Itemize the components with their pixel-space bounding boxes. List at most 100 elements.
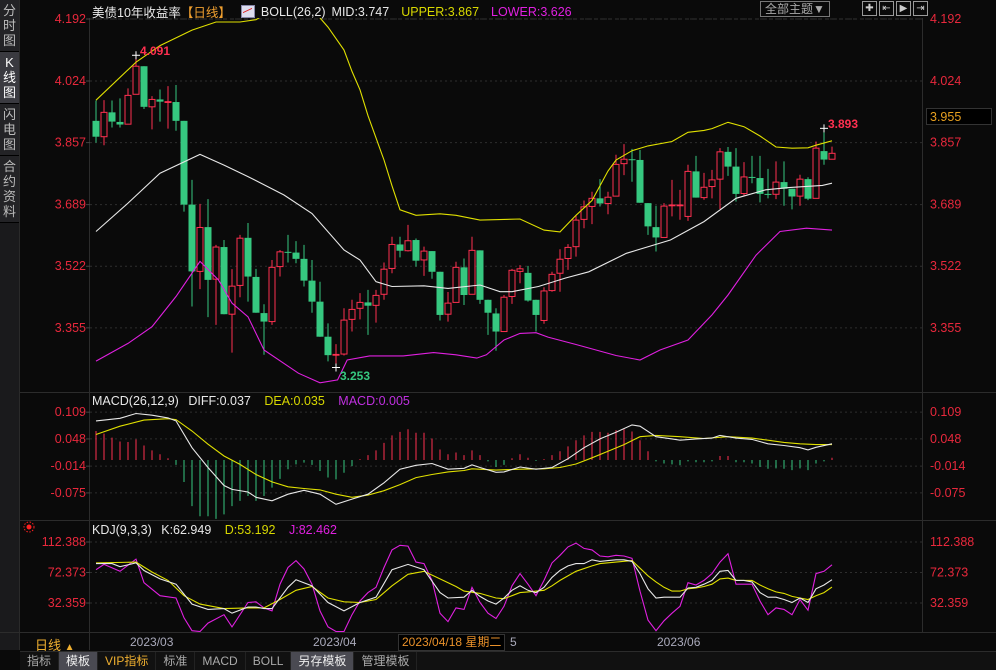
candle[interactable] bbox=[476, 250, 484, 304]
candle[interactable] bbox=[452, 261, 460, 303]
candle[interactable] bbox=[556, 249, 564, 292]
crosshair-icon[interactable]: ✚ bbox=[862, 1, 877, 16]
candle[interactable] bbox=[108, 100, 116, 128]
candle[interactable] bbox=[172, 85, 180, 131]
candle[interactable] bbox=[300, 244, 308, 287]
tab-boll[interactable]: BOLL bbox=[246, 652, 292, 670]
candle[interactable] bbox=[444, 292, 452, 322]
candle[interactable] bbox=[748, 155, 756, 184]
period-selector[interactable]: 日线 ▲ bbox=[35, 635, 75, 654]
candle[interactable] bbox=[820, 129, 828, 165]
candle[interactable] bbox=[100, 100, 108, 146]
candle[interactable] bbox=[420, 246, 428, 276]
candle[interactable] bbox=[788, 188, 796, 210]
theme-dropdown-button[interactable]: 全部主题▼ bbox=[760, 1, 830, 17]
candle[interactable] bbox=[620, 144, 628, 176]
candle[interactable] bbox=[324, 323, 332, 362]
candle[interactable] bbox=[804, 177, 812, 201]
candle[interactable] bbox=[796, 174, 804, 206]
tab-standard[interactable]: 标准 bbox=[156, 652, 196, 670]
candle[interactable] bbox=[156, 89, 164, 122]
tab-vip-indicators[interactable]: VIP指标 bbox=[98, 652, 157, 670]
candle[interactable] bbox=[676, 189, 684, 220]
candle[interactable] bbox=[244, 223, 252, 302]
candle[interactable] bbox=[628, 148, 636, 182]
boll-chart-icon[interactable] bbox=[240, 5, 255, 18]
candle[interactable] bbox=[180, 120, 188, 212]
candle[interactable] bbox=[644, 203, 652, 235]
candle[interactable] bbox=[340, 308, 348, 356]
candle[interactable] bbox=[484, 299, 492, 335]
candle[interactable] bbox=[508, 268, 516, 304]
candle[interactable] bbox=[540, 287, 548, 324]
macd-indicator-name[interactable]: MACD(26,12,9) bbox=[92, 394, 179, 408]
candle[interactable] bbox=[516, 265, 524, 284]
candle[interactable] bbox=[708, 169, 716, 199]
kdj-sun-icon[interactable] bbox=[23, 521, 35, 533]
candle[interactable] bbox=[212, 244, 220, 325]
candle[interactable] bbox=[596, 179, 604, 207]
candle[interactable] bbox=[764, 168, 772, 199]
candle[interactable] bbox=[732, 148, 740, 202]
kdj-indicator-name[interactable]: KDJ(9,3,3) bbox=[92, 523, 152, 537]
zoom-in-range-icon[interactable]: ⇤ bbox=[879, 1, 894, 16]
candle[interactable] bbox=[124, 88, 132, 125]
candle[interactable] bbox=[284, 234, 292, 263]
candle[interactable] bbox=[380, 262, 388, 300]
candle[interactable] bbox=[164, 86, 172, 129]
candle[interactable] bbox=[292, 241, 300, 264]
candle[interactable] bbox=[812, 141, 820, 199]
candle[interactable] bbox=[740, 162, 748, 197]
candle[interactable] bbox=[460, 258, 468, 305]
candle[interactable] bbox=[692, 155, 700, 198]
candle[interactable] bbox=[220, 240, 228, 315]
candle[interactable] bbox=[92, 100, 100, 143]
candle[interactable] bbox=[756, 155, 764, 203]
candle[interactable] bbox=[660, 203, 668, 238]
candle[interactable] bbox=[580, 200, 588, 229]
play-forward-icon[interactable]: ▶ bbox=[896, 1, 911, 16]
candle[interactable] bbox=[524, 265, 532, 302]
candle[interactable] bbox=[668, 179, 676, 217]
kdj-pane[interactable] bbox=[95, 542, 833, 632]
candle[interactable] bbox=[348, 299, 356, 332]
candle[interactable] bbox=[316, 281, 324, 337]
candle[interactable] bbox=[140, 66, 148, 110]
candle[interactable] bbox=[588, 191, 596, 225]
tab-macd[interactable]: MACD bbox=[195, 652, 246, 670]
candle[interactable] bbox=[468, 236, 476, 295]
candle[interactable] bbox=[396, 236, 404, 258]
candle[interactable] bbox=[276, 249, 284, 277]
candle[interactable] bbox=[492, 308, 500, 351]
candle[interactable] bbox=[684, 164, 692, 221]
macd-pane[interactable] bbox=[95, 412, 833, 519]
tab-indicators[interactable]: 指标 bbox=[20, 652, 60, 670]
move-right-icon[interactable]: ⇥ bbox=[913, 1, 928, 16]
candle[interactable] bbox=[236, 234, 244, 298]
candle[interactable] bbox=[636, 149, 644, 203]
candle[interactable] bbox=[412, 238, 420, 267]
sidebar-tab-kline[interactable]: K线图 bbox=[0, 52, 19, 104]
candle[interactable] bbox=[604, 191, 612, 215]
candle[interactable] bbox=[228, 269, 236, 353]
candle[interactable] bbox=[332, 344, 340, 366]
candle[interactable] bbox=[196, 203, 204, 290]
candle[interactable] bbox=[372, 289, 380, 323]
candle[interactable] bbox=[268, 259, 276, 325]
candle[interactable] bbox=[716, 148, 724, 210]
candle[interactable] bbox=[500, 295, 508, 333]
candle[interactable] bbox=[148, 96, 156, 130]
candle[interactable] bbox=[724, 147, 732, 176]
sidebar-tab-timeshare[interactable]: 分时图 bbox=[0, 0, 19, 52]
candle[interactable] bbox=[532, 299, 540, 332]
sidebar-tab-contract-info[interactable]: 合约资料 bbox=[0, 156, 19, 223]
sidebar-tab-flash[interactable]: 闪电图 bbox=[0, 104, 19, 156]
candle[interactable] bbox=[428, 251, 436, 279]
boll-indicator-name[interactable]: BOLL(26,2) bbox=[260, 4, 326, 19]
candle[interactable] bbox=[404, 224, 412, 252]
tab-manage-templates[interactable]: 管理模板 bbox=[354, 652, 418, 670]
candle[interactable] bbox=[772, 161, 780, 200]
candle[interactable] bbox=[436, 271, 444, 321]
candle[interactable] bbox=[572, 214, 580, 257]
